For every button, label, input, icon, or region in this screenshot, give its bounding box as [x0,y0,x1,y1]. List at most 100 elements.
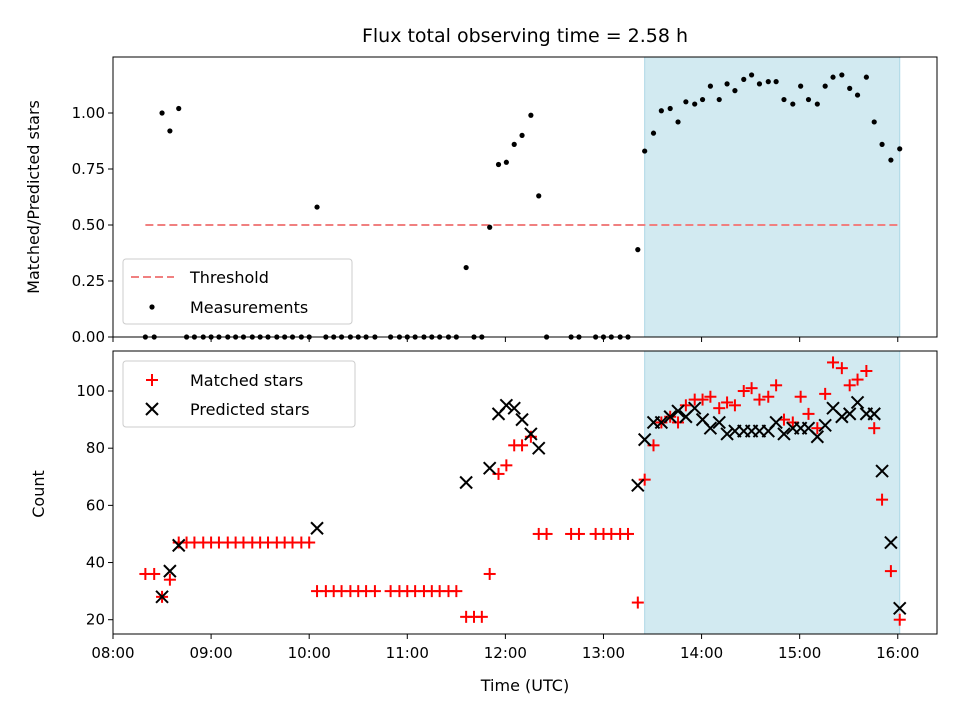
y-tick-label: 0.50 [72,216,105,234]
matched-star-point [802,407,815,420]
predicted-star-point [884,535,898,550]
measurement-point [699,96,706,103]
predicted-star-point [850,395,865,410]
predicted-star-point [482,461,497,475]
measurement-point [790,101,796,107]
measurement-point [536,193,542,199]
matched-star-point [303,536,316,549]
measurement-point [756,81,763,87]
measurement-point [765,79,771,85]
measurement-point [814,101,820,107]
matched-star-point [737,385,750,398]
predicted-star-point [712,415,726,430]
predicted-star-point [172,538,186,553]
measurement-point [159,110,165,116]
predicted-star-point [459,475,473,490]
measurement-point [854,92,861,98]
observing-window-shade [644,56,901,338]
matched-star-point [860,365,873,378]
legend-measurement-dot-icon [149,304,155,310]
matched-star-point [450,585,463,598]
legend-threshold-label: Threshold [189,268,269,287]
predicted-star-point [810,430,825,444]
matched-star-point [728,399,741,412]
bottom-panel: 20 40 60 80 100 08:00 09:00 10:00 11:00 12:00 13:0… [29,350,938,695]
matched-star-point [745,382,758,395]
measurement-point [642,148,648,154]
matched-star-point [827,356,840,369]
x-tick-label: 12:00 [484,644,527,662]
matched-star-point [868,422,881,435]
measurement-point [667,105,673,112]
measurement-point [495,161,502,168]
predicted-star-point [867,407,881,421]
predicted-star-point [532,441,546,455]
x-tick-label: 10:00 [288,644,331,662]
measurement-point [805,96,812,103]
measurement-point [741,76,747,82]
matched-star-point [572,527,585,540]
y-tick-label: 60 [86,496,105,514]
measurement-point [519,132,525,138]
y-tick-label: 100 [76,382,105,400]
y-tick-label: 0.00 [72,328,105,346]
matched-star-point [638,473,651,486]
measurement-point [879,141,885,147]
legend-matched-plus-icon [146,374,158,386]
observing-window-shade [644,350,901,635]
x-tick-label: 09:00 [189,644,232,662]
y-tick-label: 0.75 [72,160,105,178]
matched-star-point [835,362,848,375]
measurement-point [167,128,173,134]
matched-star-point [475,610,488,623]
matched-star-point [753,393,766,406]
y-tick-label: 20 [86,611,105,629]
predicted-star-point [515,412,529,427]
predicted-star-point [769,415,783,430]
predicted-star-point [155,590,169,604]
matched-star-point [540,527,553,540]
predicted-star-point [663,410,677,424]
predicted-star-point [875,464,889,478]
measurement-point [732,88,738,94]
matched-star-point [500,459,513,472]
matched-star-point [148,567,161,580]
predicted-star-point [163,564,177,578]
measurement-point [683,99,689,105]
measurement-point [692,101,698,107]
legend-predicted-label: Predicted stars [190,400,310,419]
legend-measurements-label: Measurements [190,298,308,317]
chart-title: Flux total observing time = 2.58 h [362,25,688,47]
y-tick-label: 0.25 [72,272,105,290]
x-tick-label: 08:00 [91,644,134,662]
matched-star-point [631,596,644,609]
measurement-point [897,146,903,152]
legend-matched-label: Matched stars [190,371,303,390]
predicted-star-point [671,404,685,418]
measurement-point [773,79,779,85]
matched-star-point [851,373,864,386]
measurement-point [503,159,509,165]
measurement-point [888,157,894,163]
bottom-plot-frame [112,350,938,635]
x-tick-label: 13:00 [582,644,625,662]
measurement-point [658,108,664,114]
measurement-point [847,85,853,91]
matched-star-point [762,390,775,403]
measurement-point [314,204,320,210]
predicted-star-point [835,410,849,424]
x-tick-label: 14:00 [680,644,723,662]
predicted-star-point [777,427,791,441]
predicted-star-point [637,432,652,447]
measurement-point [716,96,722,103]
x-tick-label: 15:00 [778,644,821,662]
legend-predicted-x-icon [145,402,159,416]
bottom-ylabel: Count [29,470,48,518]
matched-star-point [704,390,717,403]
matched-star-point [893,613,906,626]
matched-star-point [483,567,496,580]
predicted-star-point [842,407,857,421]
y-tick-label: 80 [86,439,105,457]
matched-star-point [786,416,799,429]
